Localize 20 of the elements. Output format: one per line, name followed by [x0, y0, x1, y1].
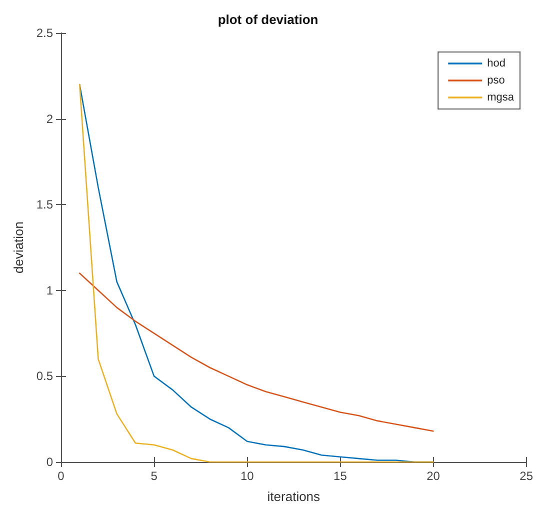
legend-label: mgsa [487, 92, 515, 104]
line-series [78, 84, 434, 463]
y-tick-label: 2 [46, 112, 54, 126]
x-tick-label: 25 [520, 469, 534, 483]
y-axis-title: deviation [11, 221, 26, 274]
y-tick-label: 0.5 [36, 369, 54, 384]
y-tick-label: 1.5 [36, 198, 54, 212]
x-tick-label: 10 [240, 469, 254, 483]
x-tick-label: 5 [150, 469, 158, 483]
x-tick-label: 0 [58, 469, 65, 483]
x-axis-title: iterations [267, 489, 321, 504]
y-tick-label: 0 [46, 455, 54, 469]
y-tick-label: 1 [46, 283, 54, 298]
legend-label: pso [487, 74, 505, 86]
x-tick-label: 20 [426, 469, 440, 483]
line-series [78, 272, 434, 432]
chart-title: plot of deviation [218, 12, 318, 27]
y-tick-label: 2.5 [36, 26, 54, 40]
legend-label: hod [487, 58, 506, 70]
x-tick-label: 15 [334, 469, 348, 483]
